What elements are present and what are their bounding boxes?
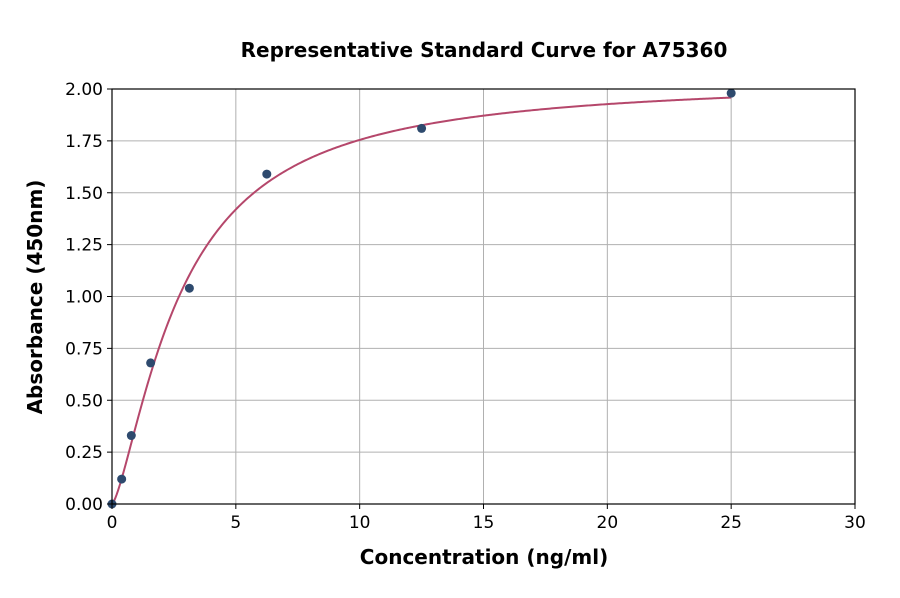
data-points bbox=[107, 88, 736, 509]
y-tick-label: 1.75 bbox=[65, 132, 103, 152]
data-point bbox=[417, 123, 427, 133]
data-point bbox=[126, 431, 136, 441]
x-axis-ticks: 0 5 10 15 20 25 30 bbox=[107, 504, 866, 533]
data-point bbox=[184, 283, 194, 293]
fit-curve-group bbox=[111, 96, 732, 505]
x-tick-label: 10 bbox=[349, 513, 371, 533]
y-axis-label: Absorbance (450nm) bbox=[23, 180, 47, 415]
x-tick-label: 25 bbox=[720, 513, 742, 533]
x-tick-label: 20 bbox=[597, 513, 619, 533]
y-tick-label: 2.00 bbox=[65, 80, 103, 100]
data-point bbox=[146, 358, 156, 368]
x-tick-label: 0 bbox=[107, 513, 118, 533]
chart-title: Representative Standard Curve for A75360 bbox=[241, 38, 728, 62]
data-point bbox=[117, 474, 127, 484]
x-tick-label: 30 bbox=[844, 513, 866, 533]
x-axis-label: Concentration (ng/ml) bbox=[360, 545, 608, 569]
y-tick-label: 1.00 bbox=[65, 288, 103, 308]
data-point bbox=[726, 88, 736, 98]
y-tick-label: 1.50 bbox=[65, 184, 103, 204]
y-tick-label: 1.25 bbox=[65, 236, 103, 256]
fit-curve bbox=[111, 96, 732, 505]
y-tick-label: 0.25 bbox=[65, 443, 103, 463]
y-tick-label: 0.75 bbox=[65, 339, 103, 359]
x-tick-label: 5 bbox=[230, 513, 241, 533]
data-point bbox=[262, 169, 272, 179]
y-axis-ticks: 0.00 0.25 0.50 0.75 1.00 1.25 1.50 1.75 2.00 bbox=[65, 80, 112, 515]
y-tick-label: 0.00 bbox=[65, 495, 103, 515]
y-tick-label: 0.50 bbox=[65, 391, 103, 411]
x-tick-label: 15 bbox=[473, 513, 495, 533]
grid bbox=[111, 88, 856, 505]
